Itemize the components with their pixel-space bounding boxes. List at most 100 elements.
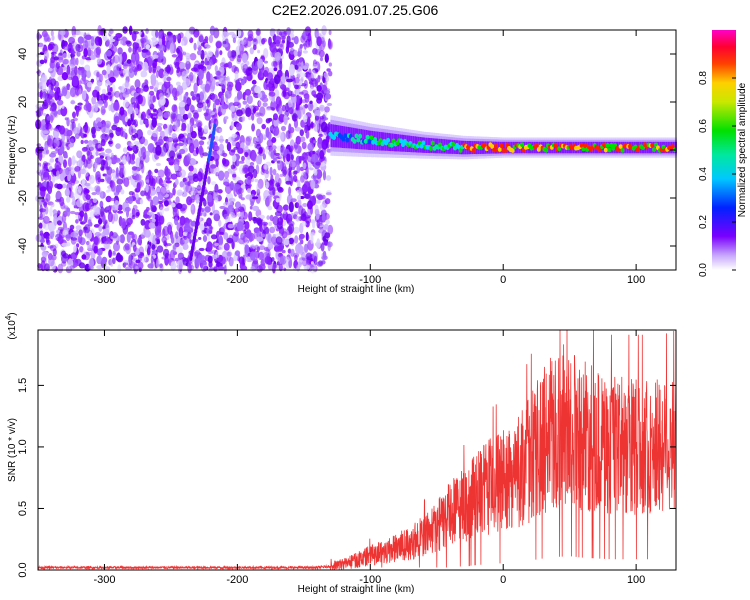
spectrogram-noise-cell	[179, 169, 187, 178]
spectrogram-noise-cell	[301, 89, 309, 96]
spectrogram-noise-cell	[232, 255, 238, 262]
spectrogram-noise-cell	[314, 109, 321, 116]
spectrogram-noise-cell	[98, 73, 104, 83]
spectrogram-noise-cell	[304, 216, 312, 224]
spectrogram-signal-cell	[494, 143, 498, 149]
spectrogram-noise-cell	[135, 266, 139, 270]
spectrogram-signal-cell	[503, 148, 508, 153]
spectrogram-noise-cell	[142, 61, 149, 72]
spectrogram-noise-cell	[310, 179, 316, 190]
spectrogram-noise-cell	[190, 91, 195, 97]
spectrogram-noise-cell	[93, 205, 100, 215]
spectrogram-noise-cell	[286, 153, 291, 162]
spectrogram-signal-cell	[492, 147, 497, 153]
spectrogram-noise-cell	[324, 80, 328, 87]
spectrogram-noise-cell	[198, 237, 202, 240]
spectrogram-noise-cell	[50, 30, 54, 37]
spectrogram-noise-cell	[157, 32, 163, 39]
colorbar-tick-label: 0.4	[698, 167, 709, 181]
spectrogram-noise-cell	[43, 32, 49, 43]
spectrogram-noise-cell	[155, 145, 162, 156]
spectrogram-noise-cell	[81, 147, 88, 152]
spectrogram-noise-cell	[181, 122, 187, 131]
spectrogram-noise-cell	[311, 78, 318, 88]
spectrogram-noise-cell	[240, 63, 245, 67]
spectrogram-noise-cell	[242, 235, 248, 243]
spectrogram-noise-cell	[110, 169, 116, 174]
spectrogram-noise-cell	[182, 243, 189, 250]
spectrogram-noise-cell	[108, 129, 114, 140]
spectrogram-noise-cell	[164, 255, 169, 266]
spectrogram-band-cell	[522, 141, 525, 154]
spectrogram-noise-cell	[316, 36, 322, 47]
spectrogram-noise-cell	[88, 257, 94, 269]
spectrogram-noise-cell	[322, 250, 327, 260]
spectrogram-ytick-label: 20	[17, 96, 29, 108]
spectrogram-noise-cell	[66, 129, 73, 137]
spectrogram-noise-cell	[46, 80, 52, 85]
spectrogram-noise-cell	[83, 47, 88, 58]
spectrogram-noise-cell	[245, 229, 252, 239]
spectrogram-noise-cell	[161, 236, 167, 244]
spectrogram-noise-cell	[41, 81, 47, 91]
spectrogram-noise-cell	[69, 210, 76, 215]
spectrogram-noise-cell	[95, 214, 101, 219]
spectrogram-noise-cell	[39, 59, 45, 65]
spectrogram-noise-cell	[128, 254, 132, 264]
spectrogram-signal-cell	[401, 142, 405, 148]
spectrogram-noise-cell	[311, 153, 319, 163]
spectrogram-noise-cell	[240, 39, 247, 46]
spectrogram-noise-cell	[325, 142, 330, 149]
spectrogram-noise-cell	[113, 65, 120, 77]
spectrogram-noise-cell	[278, 80, 283, 88]
spectrogram-noise-cell	[152, 54, 159, 59]
spectrogram-noise-cell	[134, 79, 141, 89]
spectrogram-noise-cell	[166, 76, 172, 82]
spectrogram-signal-cell	[419, 143, 424, 149]
spectrogram-noise-cell	[155, 175, 162, 184]
spectrogram-noise-cell	[205, 99, 210, 104]
spectrogram-noise-cell	[136, 182, 141, 193]
spectrogram-ylabel: Frequency (Hz)	[7, 116, 18, 185]
spectrogram-noise-cell	[223, 242, 230, 251]
spectrogram-noise-cell	[168, 253, 172, 263]
spectrogram-noise-cell	[171, 104, 177, 113]
spectrogram-noise-cell	[303, 114, 308, 123]
spectrogram-noise-cell	[265, 146, 269, 155]
spectrogram-noise-cell	[162, 225, 169, 237]
spectrogram-noise-cell	[223, 201, 230, 207]
spectrogram-noise-cell	[301, 141, 307, 150]
spectrogram-signal-cell	[535, 143, 539, 149]
spectrogram-noise-cell	[52, 128, 60, 139]
spectrogram-ytick-label: -40	[17, 238, 29, 254]
spectrogram-noise-cell	[237, 213, 241, 217]
spectrogram-noise-cell	[63, 205, 69, 209]
spectrogram-noise-cell	[126, 217, 133, 226]
spectrogram-noise-cell	[114, 115, 120, 124]
spectrogram-noise-cell	[42, 92, 48, 100]
spectrogram-noise-cell	[262, 102, 268, 107]
spectrogram-noise-cell	[197, 254, 205, 264]
spectrogram-noise-cell	[82, 219, 87, 225]
spectrogram-noise-cell	[68, 143, 74, 148]
spectrogram-noise-cell	[77, 102, 83, 106]
spectrogram-band-cell	[654, 141, 657, 154]
spectrogram-noise-cell	[83, 133, 87, 138]
spectrogram-noise-cell	[268, 67, 275, 72]
spectrogram-noise-cell	[293, 226, 300, 234]
spectrogram-noise-cell	[155, 237, 160, 243]
spectrogram-noise-cell	[324, 89, 331, 95]
spectrogram-noise-cell	[187, 122, 193, 134]
spectrogram-noise-cell	[104, 100, 108, 108]
spectrogram-noise-cell	[100, 190, 104, 199]
spectrogram-noise-cell	[95, 46, 102, 56]
spectrogram-noise-cell	[176, 145, 180, 150]
spectrogram-noise-cell	[280, 131, 284, 143]
spectrogram-signal-cell	[505, 142, 510, 148]
spectrogram-noise-cell	[253, 44, 257, 51]
spectrogram-noise-cell	[206, 194, 213, 203]
spectrogram-noise-cell	[202, 152, 209, 157]
spectrogram-signal-cell	[352, 139, 357, 144]
spectrogram-signal-cell	[482, 142, 487, 148]
spectrogram-noise-cell	[49, 89, 54, 95]
